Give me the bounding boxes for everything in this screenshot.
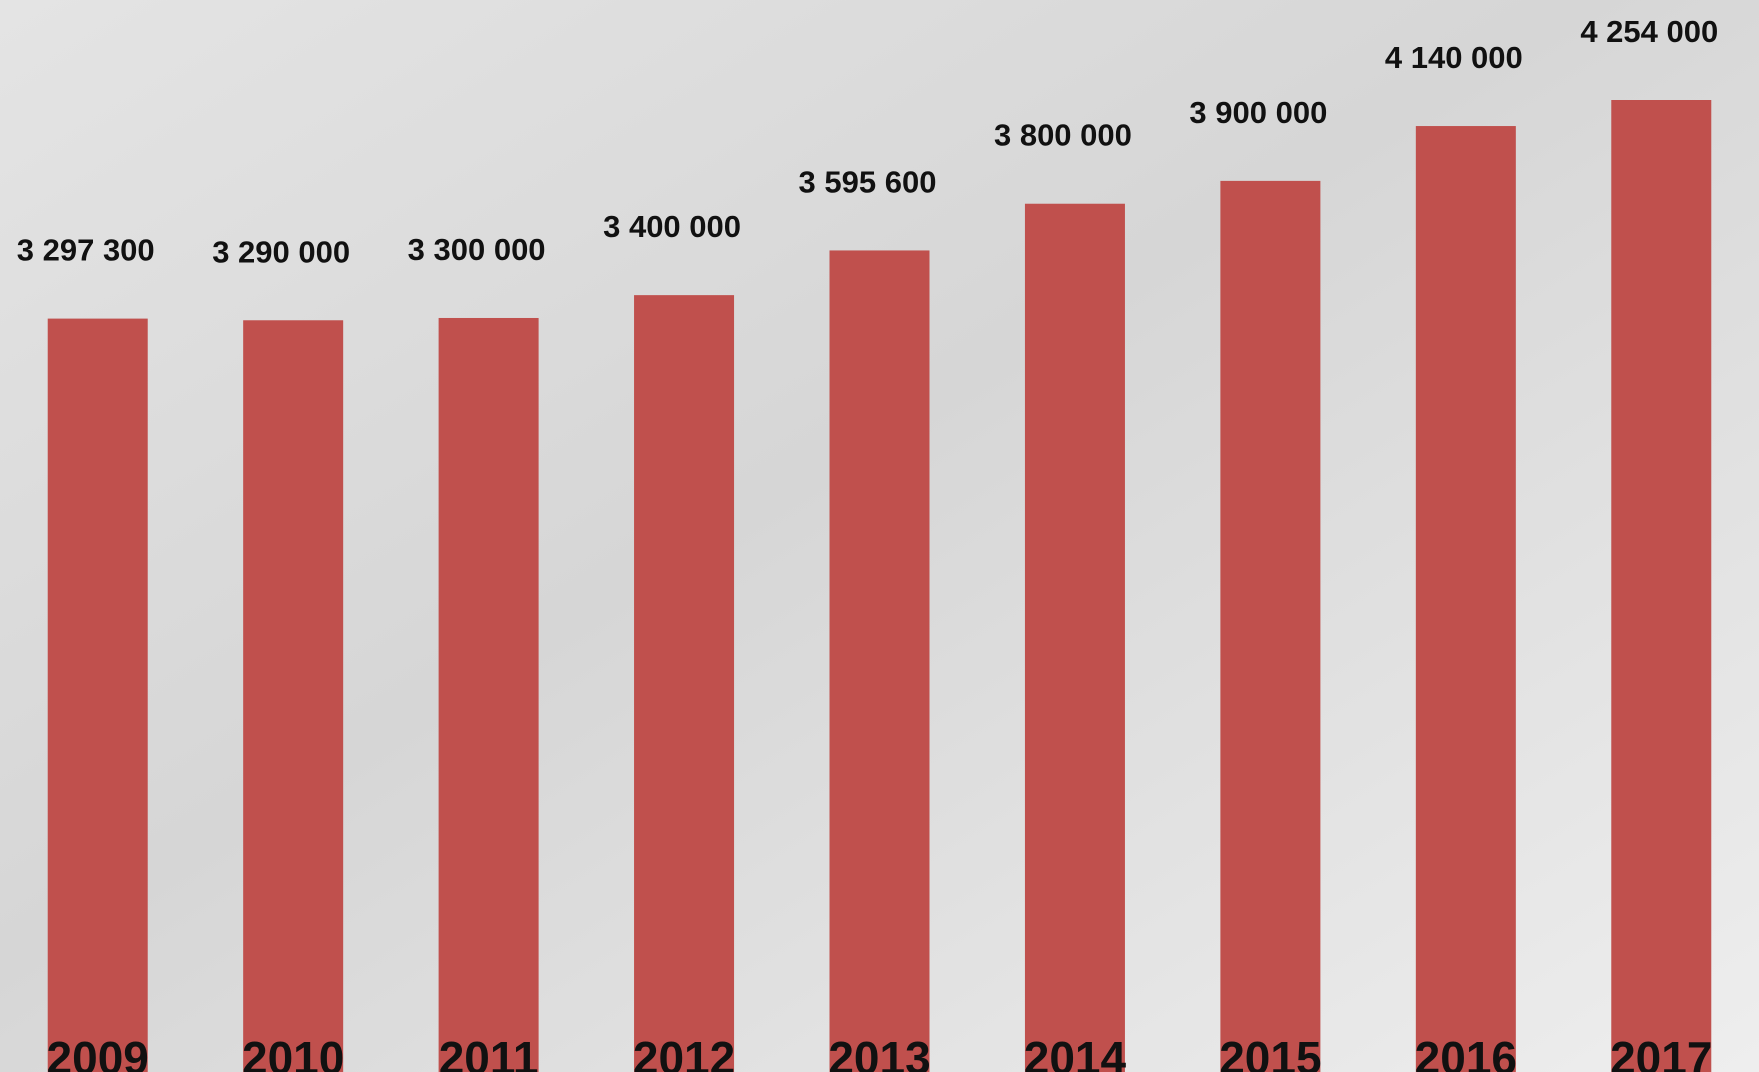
bar (243, 320, 344, 1072)
x-tick-label: 2016 (1415, 1032, 1517, 1072)
value-label: 3 800 000 (994, 118, 1132, 153)
bar (1415, 126, 1516, 1072)
plot-area: 3 297 300 2009 3 290 000 2010 3 300 000 2011 3… (17, 14, 1718, 1072)
x-tick-label: 2011 (439, 1032, 539, 1072)
bar (1024, 203, 1125, 1072)
bar (829, 250, 930, 1072)
x-tick-label: 2010 (242, 1032, 344, 1072)
x-tick-label: 2009 (47, 1032, 149, 1072)
bar (1220, 180, 1321, 1072)
x-tick-label: 2015 (1219, 1032, 1321, 1072)
x-tick-label: 2012 (633, 1032, 735, 1072)
x-tick-label: 2017 (1610, 1032, 1712, 1072)
bar (47, 318, 148, 1072)
value-label: 4 140 000 (1385, 40, 1523, 75)
value-label: 3 900 000 (1189, 95, 1327, 130)
value-label: 4 254 000 (1580, 14, 1718, 49)
value-label: 3 595 600 (799, 164, 937, 199)
value-label: 3 400 000 (603, 209, 741, 244)
bar (634, 295, 735, 1072)
x-tick-label: 2014 (1024, 1032, 1127, 1072)
bar (438, 317, 539, 1072)
value-label: 3 300 000 (408, 232, 546, 267)
bar (1611, 100, 1712, 1072)
x-tick-label: 2013 (828, 1032, 930, 1072)
value-label: 3 290 000 (212, 234, 350, 269)
value-label: 3 297 300 (17, 233, 155, 268)
